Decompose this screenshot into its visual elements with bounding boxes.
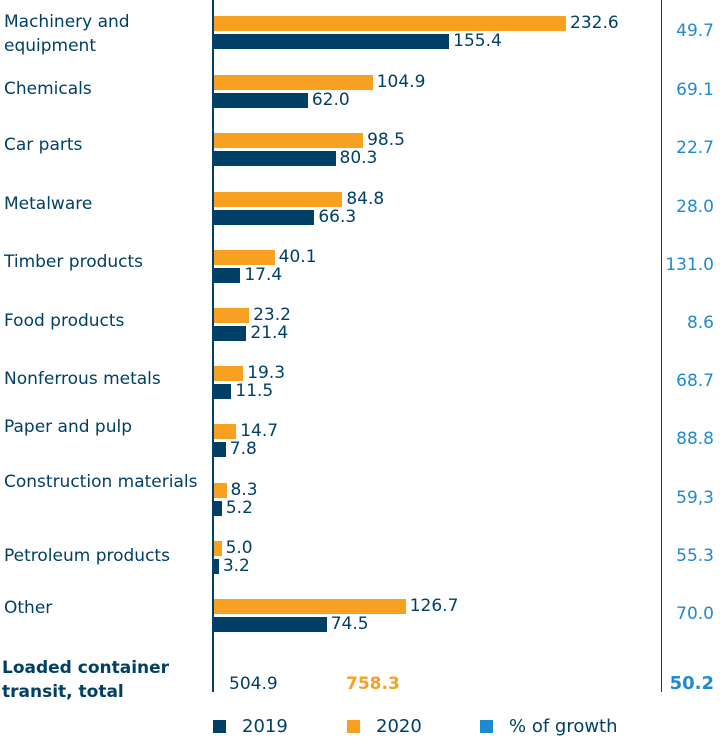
bar-2020 (214, 250, 275, 265)
category-label: Chemicals (4, 79, 92, 99)
legend-label-2019: 2019 (242, 716, 288, 737)
bar-2020 (214, 541, 222, 556)
growth-label: 69.1 (676, 80, 714, 100)
growth-label: 70.0 (676, 604, 714, 624)
bar-2020 (214, 308, 250, 323)
growth-label: 59,3 (676, 488, 714, 508)
legend-swatch-growth (480, 720, 493, 733)
growth-label: 22.7 (676, 138, 714, 158)
bar-2019 (214, 93, 308, 108)
value-label-2019: 17.4 (244, 265, 283, 285)
growth-label: 28.0 (676, 197, 714, 217)
bar-2020 (214, 424, 237, 439)
growth-divider-line (661, 0, 662, 692)
value-label-2019: 3.2 (222, 556, 250, 576)
bar-2020 (214, 366, 244, 381)
growth-label: 68.7 (676, 371, 714, 391)
value-label-2020: 14.7 (240, 421, 279, 441)
growth-label: 131.0 (665, 255, 714, 275)
bar-2019 (214, 617, 327, 632)
category-label: Metalware (4, 194, 93, 214)
value-label-2020: 232.6 (570, 13, 619, 33)
bar-2019 (214, 268, 241, 283)
bar-2019 (214, 501, 222, 516)
bar-2019 (214, 384, 232, 399)
bar-2019 (214, 34, 450, 49)
bar-2019 (214, 442, 226, 457)
value-label-2020: 84.8 (346, 189, 385, 209)
total-2019: 504.9 (229, 674, 278, 694)
value-label-2020: 98.5 (367, 130, 405, 150)
bar-2020 (214, 483, 227, 498)
category-label: Food products (4, 311, 125, 331)
value-label-2019: 155.4 (453, 31, 502, 51)
category-label: Nonferrous metals (4, 369, 161, 389)
total-label: Loaded container transit, total (2, 658, 170, 702)
bar-2019 (214, 559, 219, 574)
category-label: Construction materials (4, 472, 198, 492)
value-label-2019: 11.5 (235, 381, 274, 401)
value-label-2019: 21.4 (250, 323, 289, 343)
value-label-2020: 40.1 (278, 247, 317, 267)
value-label-2020: 19.3 (247, 363, 286, 383)
value-label-2019: 74.5 (330, 614, 369, 634)
category-label: Petroleum products (4, 546, 170, 566)
value-label-2020: 23.2 (253, 305, 291, 325)
growth-label: 88.8 (676, 429, 714, 449)
category-axis-line (212, 0, 214, 692)
growth-label: 8.6 (686, 313, 714, 333)
growth-label: 55.3 (676, 546, 714, 566)
legend-2019: 2019 (213, 716, 288, 737)
total-2020: 758.3 (346, 674, 400, 694)
bar-2020 (214, 16, 566, 31)
legend-swatch-2020 (347, 720, 360, 733)
legend-swatch-2019 (213, 720, 226, 733)
value-label-2019: 66.3 (318, 207, 357, 227)
bar-2020 (214, 133, 364, 148)
total-growth: 50.2 (669, 673, 714, 694)
bar-2019 (214, 210, 315, 225)
category-label: Machinery and equipment (4, 12, 130, 56)
bar-2020 (214, 75, 373, 90)
value-label-2019: 62.0 (311, 90, 350, 110)
legend-label-growth: % of growth (509, 716, 618, 737)
category-label: Timber products (4, 252, 144, 272)
legend-label-2020: 2020 (376, 716, 422, 737)
value-label-2019: 5.2 (225, 498, 253, 518)
category-label: Car parts (4, 135, 83, 155)
value-label-2020: 104.9 (376, 72, 426, 92)
bar-2020 (214, 599, 406, 614)
category-label: Paper and pulp (4, 417, 133, 437)
value-label-2020: 126.7 (409, 596, 459, 616)
value-label-2019: 80.3 (339, 148, 378, 168)
value-label-2020: 5.0 (225, 538, 253, 558)
bar-2019 (214, 151, 336, 166)
value-label-2020: 8.3 (230, 480, 258, 500)
category-label: Other (4, 598, 53, 618)
legend-growth: % of growth (480, 716, 618, 737)
value-label-2019: 7.8 (229, 439, 257, 459)
bar-2019 (214, 326, 247, 341)
bar-2020 (214, 192, 343, 207)
growth-label: 49.7 (676, 21, 714, 41)
legend-2020: 2020 (347, 716, 422, 737)
